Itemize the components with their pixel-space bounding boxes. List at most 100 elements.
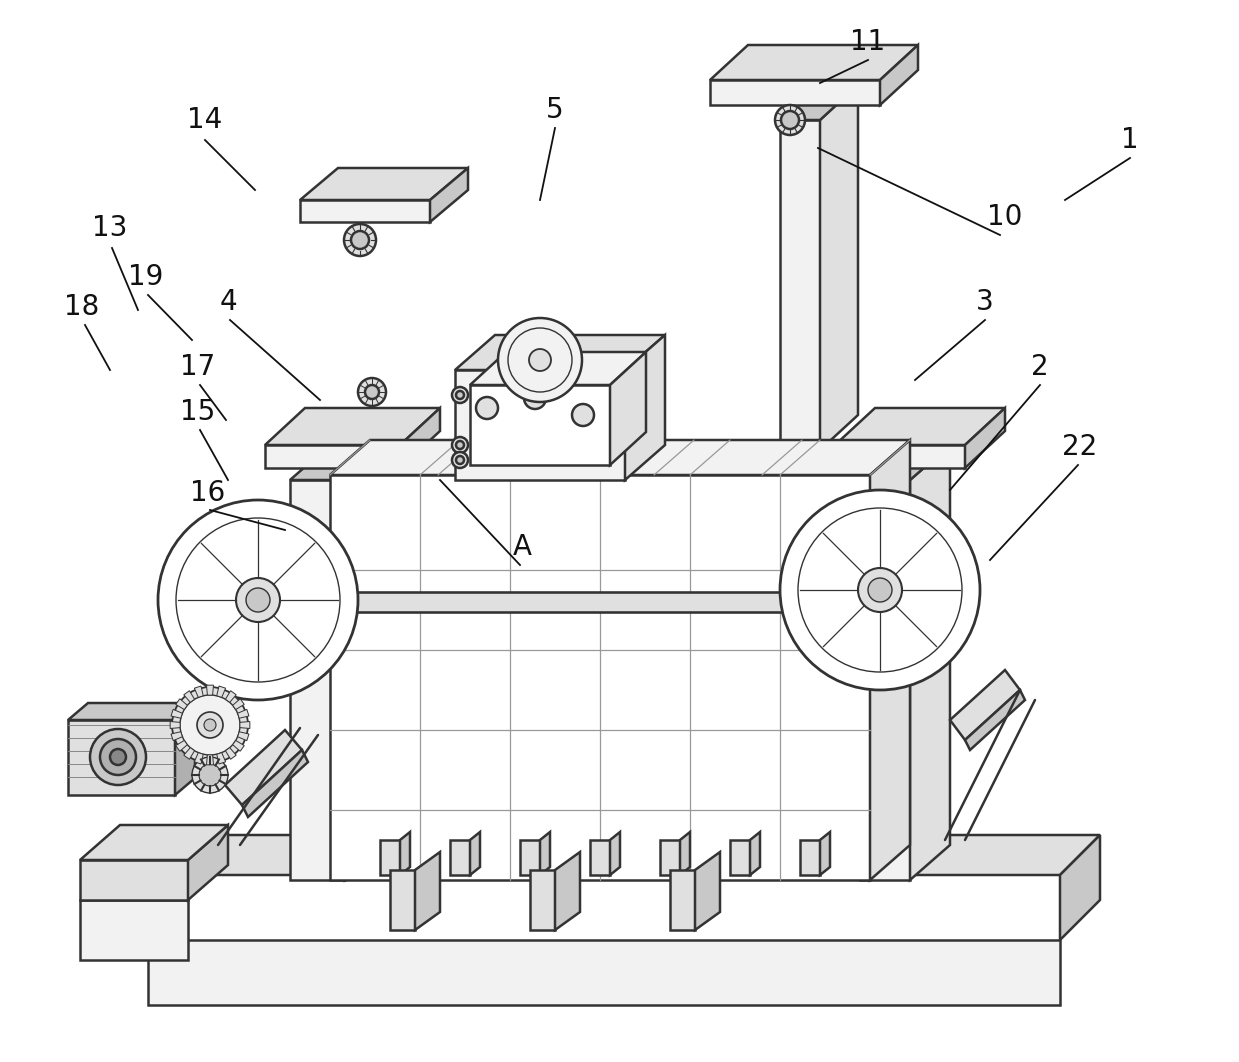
Polygon shape	[710, 80, 880, 105]
Polygon shape	[835, 408, 1005, 445]
Circle shape	[781, 490, 980, 690]
Text: 1: 1	[1121, 126, 1139, 154]
Polygon shape	[750, 832, 760, 875]
Polygon shape	[680, 832, 690, 875]
Polygon shape	[195, 753, 203, 764]
Circle shape	[351, 232, 369, 249]
Polygon shape	[455, 370, 624, 480]
Circle shape	[452, 436, 468, 453]
Polygon shape	[225, 690, 237, 702]
Polygon shape	[800, 840, 820, 875]
Polygon shape	[233, 699, 244, 709]
Polygon shape	[81, 825, 228, 860]
Polygon shape	[300, 168, 468, 200]
Polygon shape	[68, 720, 175, 795]
Circle shape	[366, 386, 379, 399]
Polygon shape	[455, 335, 665, 370]
Text: 2: 2	[1031, 353, 1048, 381]
Polygon shape	[695, 852, 720, 930]
Polygon shape	[68, 703, 195, 720]
Polygon shape	[730, 840, 750, 875]
Circle shape	[199, 764, 221, 786]
Polygon shape	[610, 352, 646, 465]
Polygon shape	[188, 825, 228, 900]
Polygon shape	[520, 840, 540, 875]
Polygon shape	[470, 352, 646, 386]
Circle shape	[456, 391, 463, 399]
Polygon shape	[555, 852, 580, 930]
Polygon shape	[470, 386, 610, 465]
Polygon shape	[242, 750, 309, 817]
Circle shape	[781, 112, 799, 129]
Text: 17: 17	[181, 353, 216, 381]
Polygon shape	[710, 45, 918, 80]
Polygon shape	[207, 685, 213, 696]
Text: 14: 14	[187, 106, 223, 134]
Text: 19: 19	[129, 263, 164, 291]
Text: 3: 3	[976, 288, 994, 316]
Polygon shape	[450, 840, 470, 875]
Polygon shape	[820, 85, 857, 450]
Polygon shape	[183, 748, 195, 759]
Polygon shape	[1061, 835, 1100, 940]
Circle shape	[159, 500, 358, 700]
Circle shape	[452, 452, 468, 468]
Polygon shape	[171, 732, 182, 740]
Circle shape	[869, 578, 892, 602]
Polygon shape	[147, 835, 1100, 875]
Circle shape	[344, 224, 375, 256]
Polygon shape	[238, 732, 249, 740]
Polygon shape	[225, 748, 237, 759]
Polygon shape	[176, 699, 187, 709]
Polygon shape	[670, 870, 695, 930]
Text: 5: 5	[546, 96, 564, 124]
Polygon shape	[176, 740, 187, 751]
Text: 10: 10	[987, 203, 1022, 232]
Polygon shape	[540, 832, 550, 875]
Circle shape	[192, 757, 228, 793]
Polygon shape	[183, 690, 195, 702]
Polygon shape	[147, 940, 1061, 1005]
Text: 16: 16	[191, 479, 225, 507]
Polygon shape	[430, 168, 468, 222]
Polygon shape	[835, 445, 965, 468]
Polygon shape	[330, 440, 909, 475]
Text: 15: 15	[181, 398, 216, 426]
Circle shape	[456, 441, 463, 449]
Polygon shape	[590, 840, 610, 875]
Polygon shape	[225, 730, 302, 805]
Circle shape	[857, 568, 902, 612]
Polygon shape	[530, 870, 555, 930]
Circle shape	[572, 404, 593, 426]
Circle shape	[452, 387, 468, 402]
Polygon shape	[330, 475, 870, 880]
Circle shape	[235, 578, 280, 622]
Circle shape	[110, 749, 126, 765]
Circle shape	[204, 719, 216, 731]
Circle shape	[358, 378, 387, 406]
Circle shape	[197, 712, 223, 738]
Polygon shape	[390, 870, 415, 930]
Polygon shape	[265, 445, 400, 468]
Text: 18: 18	[64, 293, 99, 321]
Text: 13: 13	[93, 215, 128, 242]
Polygon shape	[380, 840, 400, 875]
Polygon shape	[309, 592, 865, 612]
Polygon shape	[860, 445, 950, 480]
Polygon shape	[290, 480, 344, 880]
Polygon shape	[610, 832, 620, 875]
Polygon shape	[217, 686, 225, 698]
Text: 22: 22	[1062, 433, 1098, 461]
Polygon shape	[344, 445, 385, 880]
Polygon shape	[781, 85, 857, 120]
Text: A: A	[513, 533, 532, 561]
Text: 11: 11	[850, 28, 886, 56]
Polygon shape	[415, 852, 440, 930]
Polygon shape	[175, 703, 195, 795]
Polygon shape	[400, 408, 440, 468]
Polygon shape	[624, 335, 665, 480]
Polygon shape	[171, 709, 182, 718]
Polygon shape	[240, 721, 250, 729]
Polygon shape	[781, 120, 820, 450]
Polygon shape	[238, 709, 249, 718]
